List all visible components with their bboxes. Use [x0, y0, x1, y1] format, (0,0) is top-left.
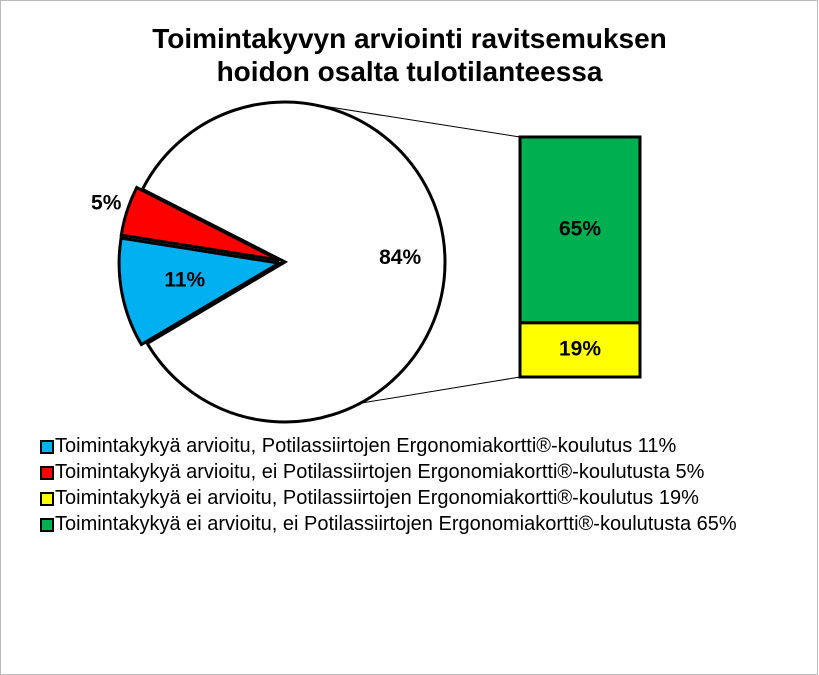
bar-segment [518, 135, 642, 325]
legend-entry: Toimintakykyä ei arvioitu, Potilassiirto… [40, 486, 815, 511]
legend-entry: Toimintakykyä arvioitu, ei Potilassiirto… [40, 460, 815, 485]
connector [360, 376, 521, 404]
legend-label: Toimintakykyä arvioitu, ei Potilassiirto… [55, 461, 705, 483]
bar-segment [518, 321, 642, 379]
data-label: 5% [91, 191, 122, 214]
connector [312, 103, 521, 138]
pie-slice [119, 185, 280, 262]
legend-entry: Toimintakykyä ei arvioitu, ei Potilassii… [40, 512, 815, 537]
legend-label: Toimintakykyä arvioitu, Potilassiirtojen… [55, 435, 677, 457]
pie-slice [117, 236, 284, 347]
legend-swatch [40, 440, 54, 454]
pie-slice [140, 100, 447, 424]
legend-swatch [40, 466, 54, 480]
legend-swatch [40, 492, 54, 506]
legend: Toimintakykyä arvioitu, Potilassiirtojen… [40, 434, 815, 538]
legend-label: Toimintakykyä ei arvioitu, Potilassiirto… [55, 487, 699, 509]
data-label: 11% [164, 269, 205, 292]
legend-label: Toimintakykyä ei arvioitu, ei Potilassii… [55, 513, 737, 535]
legend-entry: Toimintakykyä arvioitu, Potilassiirtojen… [40, 434, 815, 459]
data-label: 65% [559, 217, 601, 240]
data-label: 84% [379, 246, 421, 269]
legend-swatch [40, 518, 54, 532]
data-label: 19% [559, 337, 601, 360]
chart-title: Toimintakyvyn arviointi ravitsemuksen ho… [152, 23, 667, 87]
